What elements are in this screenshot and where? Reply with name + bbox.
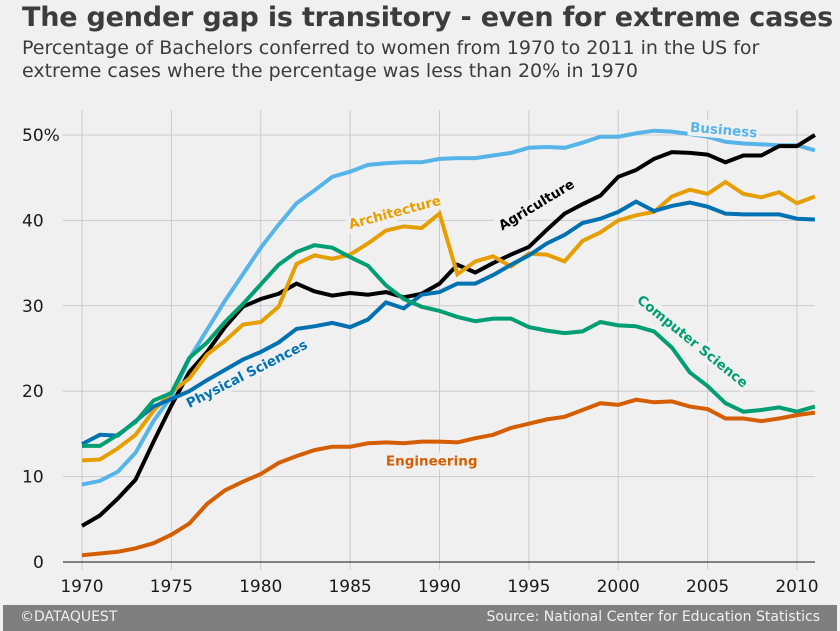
subtitle-line-1: Percentage of Bachelors conferred to wom… (22, 37, 760, 59)
x-tick-label: 2000 (597, 577, 640, 597)
series-label-text: Agriculture (496, 176, 578, 234)
subtitle-line-2: extreme cases where the percentage was l… (22, 60, 638, 82)
label-engineering: Engineering (383, 452, 480, 470)
label-background (344, 191, 445, 234)
y-tick-label: 50% (22, 126, 60, 146)
x-tick-label: 1970 (60, 577, 103, 597)
label-background (493, 174, 580, 236)
y-tick-label: 30 (22, 297, 44, 317)
x-tick-label: 1990 (418, 577, 461, 597)
label-business: Business (687, 118, 761, 142)
line-chart: 1970 1975 1980 1985 1990 1995 2000 2005 2010 0 10… (22, 110, 819, 597)
series-line-physical-sciences (81, 199, 815, 446)
series-label-text: Engineering (386, 453, 478, 469)
label-agriculture: Agriculture (493, 174, 580, 236)
footer-bar: ©DATAQUEST Source: National Center for E… (3, 605, 837, 631)
series-lines (80, 128, 816, 558)
label-background (687, 118, 761, 142)
label-background (632, 290, 753, 393)
x-tick-label: 2005 (686, 577, 729, 597)
y-tick-label: 10 (22, 468, 44, 488)
y-tick-label: 0 (33, 553, 44, 573)
x-tick-label: 1980 (239, 577, 282, 597)
y-axis-ticks: 0 10 20 30 40 50% (22, 126, 60, 573)
series-line-engineering (81, 397, 816, 558)
chart-title: The gender gap is transitory - even for … (22, 2, 833, 33)
y-tick-label: 40 (22, 211, 44, 231)
x-tick-label: 1975 (150, 577, 193, 597)
footer-credit: ©DATAQUEST (20, 609, 118, 625)
chart-subtitle: Percentage of Bachelors conferred to wom… (22, 37, 822, 83)
series-line-business (81, 128, 816, 487)
footer-source: Source: National Center for Education St… (486, 609, 820, 625)
label-background (181, 335, 313, 413)
label-background (383, 452, 480, 470)
x-tick-label: 2010 (775, 577, 818, 597)
series-line-computer-science (82, 243, 816, 448)
x-tick-label: 1995 (507, 577, 550, 597)
series-labels: BusinessAgricultureArchitecturePhysical … (181, 118, 761, 470)
y-tick-label: 20 (22, 382, 44, 402)
series-label-text: Business (689, 120, 758, 142)
x-tick-label: 1985 (328, 577, 371, 597)
x-axis-ticks: 1970 1975 1980 1985 1990 1995 2000 2005 2010 (60, 577, 818, 597)
series-line-architecture (81, 179, 816, 463)
